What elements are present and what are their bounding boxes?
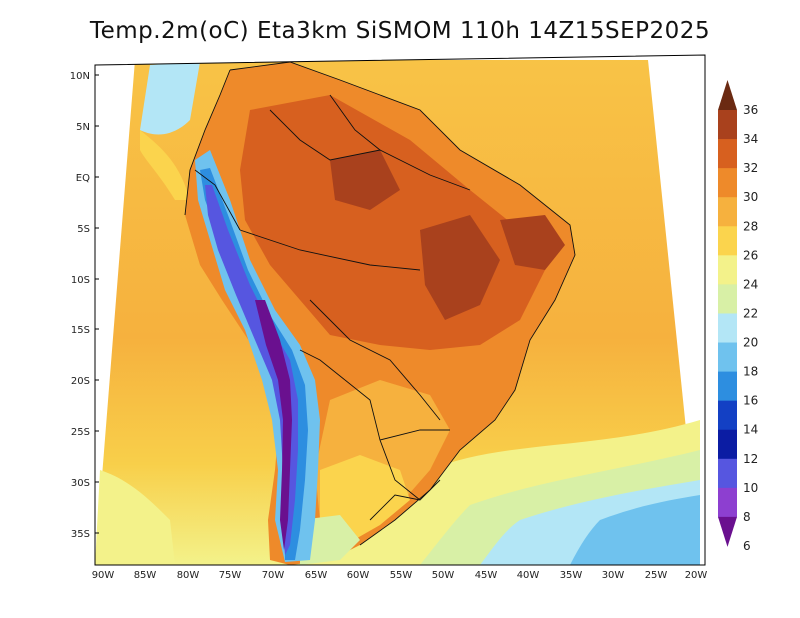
- pacific-cool-north: [140, 62, 200, 135]
- colorbar-bin: [718, 168, 737, 198]
- colorbar-bin: [718, 313, 737, 344]
- colorbar-label: 24: [743, 277, 758, 291]
- lon-label: 35W: [560, 570, 583, 581]
- colorbar-bin: [718, 139, 737, 169]
- andes-6: [255, 300, 292, 550]
- lon-label: 20W: [685, 570, 708, 581]
- country-borders: [184, 61, 576, 546]
- lon-axis: 90W 85W 80W 75W 70W 65W 60W 55W 50W 45W …: [92, 570, 708, 581]
- lon-label: 65W: [305, 570, 328, 581]
- northeast-hottest: [500, 215, 565, 270]
- lon-label: 90W: [92, 570, 115, 581]
- lon-label: 45W: [475, 570, 498, 581]
- colorbar-label: 16: [743, 394, 758, 408]
- colorbar-bin: [718, 226, 737, 256]
- colorbar-label: 18: [743, 365, 758, 379]
- map-title: Temp.2m(oC) Eta3km SiSMOM 110h 14Z15SEP2…: [89, 18, 711, 44]
- colorbar-label: 26: [743, 248, 758, 262]
- colorbar-extend-max: [718, 80, 737, 110]
- colorbar-label: 36: [743, 103, 758, 117]
- colorbar-label: 32: [743, 161, 758, 175]
- colorbar-label: 20: [743, 336, 758, 350]
- lon-label: 50W: [432, 570, 455, 581]
- colorbar-bin: [718, 371, 737, 402]
- lat-label: 35S: [71, 529, 90, 540]
- patagonia-22: [300, 515, 360, 565]
- colorbar-label: 34: [743, 132, 758, 146]
- colorbar-label: 8: [743, 510, 751, 524]
- pacific-warm-band: [140, 130, 190, 200]
- lat-label: 25S: [71, 427, 90, 438]
- colorbar-bin: [718, 400, 737, 431]
- cerrado-hottest: [420, 215, 500, 320]
- colorbar-bin: [718, 255, 737, 285]
- lat-label: 15S: [71, 325, 90, 336]
- lon-label: 55W: [390, 570, 413, 581]
- colorbar-bin: [718, 458, 737, 489]
- lon-label: 80W: [177, 570, 200, 581]
- lat-label: 5S: [77, 224, 90, 235]
- south-atlantic-18: [570, 495, 700, 565]
- colorbar-extend-min: [718, 516, 737, 547]
- map-frame: [94, 54, 706, 566]
- colorbar-label: 28: [743, 219, 758, 233]
- lat-axis: 10N 5N EQ 5S 10S 15S 20S 25S 30S 35S: [70, 71, 99, 540]
- colorbar: 36 34 32 30 28 26 24 22 20 18 16 14 12 10 8 6: [718, 80, 758, 553]
- lon-label: 70W: [262, 570, 285, 581]
- field-layer: [95, 60, 700, 565]
- colorbar-bin: [718, 284, 737, 314]
- lon-label: 30W: [602, 570, 625, 581]
- lat-label: 30S: [71, 478, 90, 489]
- colorbar-label: 10: [743, 481, 758, 495]
- amazon-hottest: [330, 150, 400, 210]
- colorbar-bin: [718, 110, 737, 140]
- lon-label: 75W: [219, 570, 242, 581]
- colorbar-bin: [718, 429, 737, 460]
- lat-label: 10N: [70, 71, 90, 82]
- colorbar-bin: [718, 342, 737, 373]
- lon-label: 85W: [134, 570, 157, 581]
- lat-label: 20S: [71, 376, 90, 387]
- lat-label: EQ: [76, 173, 90, 184]
- lat-label: 10S: [71, 275, 90, 286]
- colorbar-label: 30: [743, 190, 758, 204]
- lon-label: 40W: [517, 570, 540, 581]
- lon-label: 25W: [645, 570, 668, 581]
- colorbar-label: 12: [743, 452, 758, 466]
- lat-label: 5N: [76, 122, 90, 133]
- lon-label: 60W: [347, 570, 370, 581]
- south-pacific-24: [95, 470, 175, 565]
- colorbar-label: 22: [743, 306, 758, 320]
- colorbar-bin: [718, 197, 737, 227]
- colorbar-label: 14: [743, 423, 758, 437]
- colorbar-bin: [718, 487, 737, 518]
- colorbar-label: 6: [743, 539, 751, 553]
